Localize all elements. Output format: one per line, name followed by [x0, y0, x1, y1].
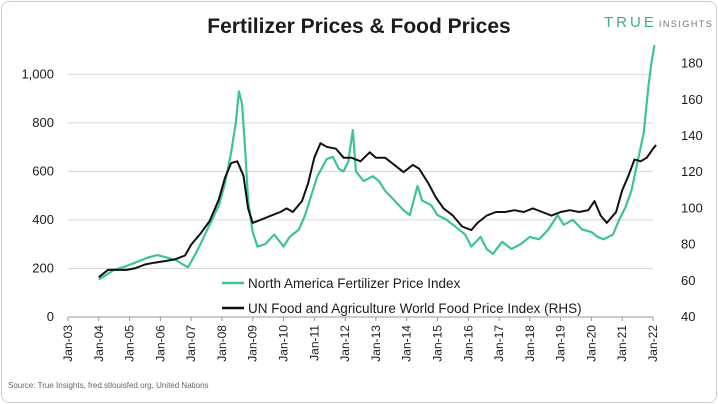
x-tick-label: Jan-18 — [523, 325, 537, 362]
y-right-tick-label: 80 — [681, 237, 695, 252]
y-left-tick-label: 200 — [32, 260, 54, 275]
x-tick-label: Jan-22 — [646, 325, 660, 362]
x-tick-label: Jan-16 — [461, 325, 475, 362]
food-price-series-line — [98, 142, 657, 278]
x-tick-label: Jan-11 — [307, 325, 321, 361]
x-tick-label: Jan-10 — [277, 325, 291, 362]
x-tick-label: Jan-20 — [584, 325, 598, 362]
y-left-tick-label: 600 — [32, 163, 54, 178]
x-tick-label: Jan-07 — [184, 325, 198, 362]
y-left-tick-label: 800 — [32, 115, 54, 130]
source-note: Source: True Insights, fred.stlouisfed.o… — [8, 381, 209, 390]
y-right-tick-label: 120 — [681, 164, 703, 179]
y-left-tick-label: 0 — [47, 309, 54, 324]
x-tick-label: Jan-19 — [554, 325, 568, 362]
x-tick-label: Jan-04 — [92, 325, 106, 362]
y-axis-left: 0 200 400 600 800 1,000 — [21, 66, 54, 324]
legend: North America Fertilizer Price Index UN F… — [222, 276, 582, 316]
x-tick-label: Jan-13 — [369, 325, 383, 362]
y-right-tick-label: 40 — [681, 309, 695, 324]
x-tick-label: Jan-21 — [615, 325, 629, 362]
brand-logo: TRUE INSIGHTS — [604, 14, 713, 31]
y-right-tick-label: 60 — [681, 273, 695, 288]
y-right-tick-label: 180 — [681, 56, 703, 71]
y-right-tick-label: 160 — [681, 92, 703, 107]
x-tick-label: Jan-12 — [338, 325, 352, 362]
y-right-tick-label: 100 — [681, 200, 703, 215]
series-lines — [98, 44, 657, 281]
x-tick-label: Jan-05 — [123, 325, 137, 362]
brand-suffix: INSIGHTS — [658, 19, 714, 29]
x-tick-label: Jan-09 — [246, 325, 260, 362]
y-axis-right: 40 60 80 100 120 140 160 180 — [681, 56, 703, 324]
x-tick-label: Jan-03 — [61, 325, 75, 362]
gridlines — [68, 73, 653, 318]
x-tick-label: Jan-14 — [400, 325, 414, 362]
chart-title: Fertilizer Prices & Food Prices — [207, 15, 511, 38]
fertilizer-series-line — [98, 44, 656, 281]
legend-label: UN Food and Agriculture World Food Price… — [248, 301, 582, 316]
x-tick-label: Jan-08 — [215, 325, 229, 362]
x-axis: Jan-03 Jan-04 Jan-05 Jan-06 Jan-07 Jan-08 Jan-… — [61, 317, 660, 362]
y-left-tick-label: 1,000 — [21, 66, 54, 81]
legend-label: North America Fertilizer Price Index — [248, 276, 461, 291]
y-left-tick-label: 400 — [32, 212, 54, 227]
x-tick-label: Jan-06 — [153, 325, 167, 362]
x-tick-label: Jan-15 — [430, 325, 444, 362]
y-right-tick-label: 140 — [681, 128, 703, 143]
brand-word: TRUE — [604, 14, 657, 31]
x-tick-label: Jan-17 — [492, 325, 506, 362]
